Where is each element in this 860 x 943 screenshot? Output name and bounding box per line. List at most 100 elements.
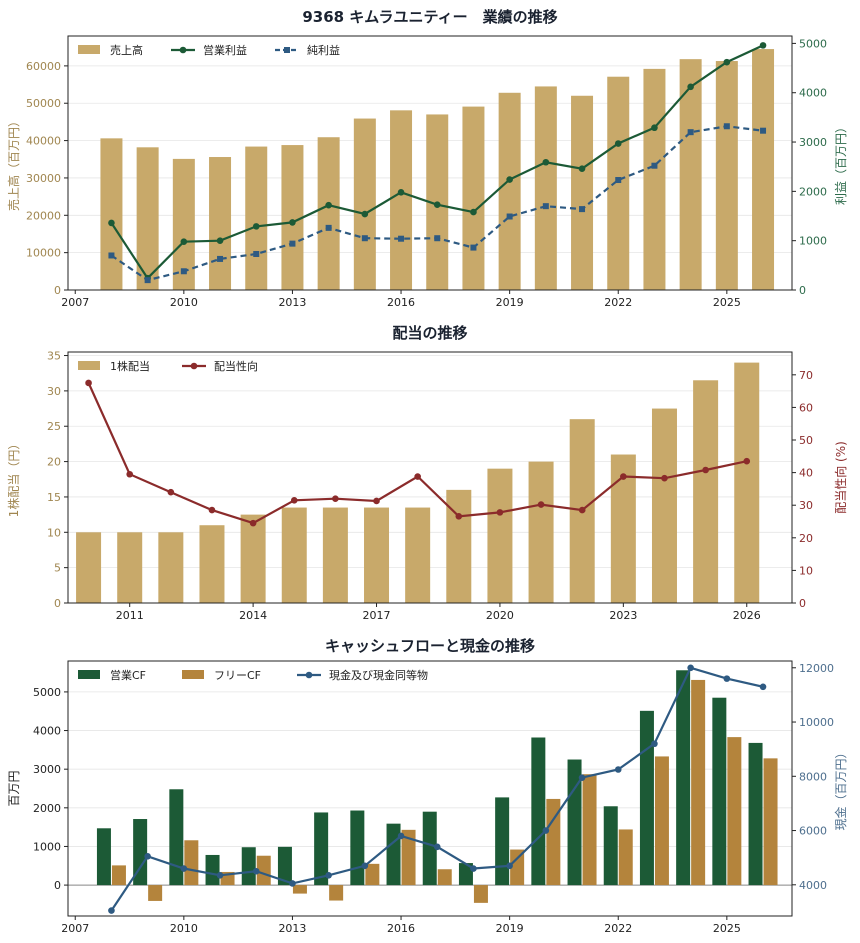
legend-entry: 売上高 [78, 43, 143, 57]
point-現金及び現金同等物-2025 [723, 675, 731, 682]
point-現金及び現金同等物-2008 [108, 907, 115, 914]
bar-営業CF-2013 [277, 846, 292, 886]
point-現金及び現金同等物-2017 [433, 843, 441, 851]
y-tick-label-right: 10 [799, 564, 813, 577]
bar-フリーCF-2017 [437, 869, 452, 886]
bar-1株配当-2025 [693, 380, 719, 603]
y-tick-label-left: 25 [47, 420, 61, 433]
point-純利益-2009 [144, 277, 151, 284]
legend-label: 1株配当 [110, 359, 150, 373]
bar-営業CF-2023 [639, 710, 654, 886]
bar-売上高-2025 [715, 61, 738, 290]
point-純利益-2024 [687, 129, 694, 136]
x-tick-label: 2011 [116, 609, 144, 622]
point-営業利益-2016 [397, 189, 405, 196]
point-配当性向-2022 [578, 506, 586, 514]
legend-entry: 営業CF [78, 668, 146, 682]
bar-営業CF-2021 [567, 759, 582, 886]
legend-swatch [182, 670, 204, 679]
point-純利益-2008 [108, 252, 115, 259]
point-現金及び現金同等物-2021 [578, 774, 586, 781]
bar-営業CF-2010 [169, 789, 184, 886]
y-tick-label-right: 5000 [799, 37, 827, 50]
y-tick-label-left: 5 [54, 562, 61, 575]
bar-フリーCF-2021 [582, 774, 597, 886]
x-tick-label: 2025 [713, 922, 741, 935]
point-現金及び現金同等物-2024 [687, 664, 694, 672]
legend-swatch [78, 45, 100, 54]
point-現金及び現金同等物-2012 [252, 867, 260, 875]
y-tick-label-right: 0 [799, 284, 806, 297]
point-営業利益-2014 [325, 201, 332, 209]
y-tick-label-left: 10 [47, 526, 61, 539]
point-純利益-2022 [615, 177, 622, 184]
bar-1株配当-2010 [76, 532, 102, 603]
bar-1株配当-2020 [487, 468, 513, 603]
point-営業利益-2011 [216, 237, 224, 244]
y-tick-label-left: 10000 [26, 247, 61, 260]
x-tick-label: 2016 [387, 922, 415, 935]
point-営業利益-2024 [687, 83, 694, 91]
y-tick-label-right: 30 [799, 499, 813, 512]
y-tick-label-right: 4000 [799, 879, 827, 892]
point-配当性向-2018 [414, 473, 421, 480]
y-tick-label-left: 0 [54, 879, 61, 892]
bar-営業CF-2026 [748, 742, 763, 886]
bar-1株配当-2014 [240, 514, 266, 603]
point-現金及び現金同等物-2019 [506, 862, 513, 870]
point-営業利益-2018 [470, 208, 477, 216]
point-営業利益-2026 [759, 42, 767, 49]
point-営業利益-2017 [433, 201, 441, 208]
y-axis-label-right: 利益（百万円） [834, 121, 848, 205]
point-純利益-2012 [253, 250, 260, 257]
x-tick-label: 2022 [604, 296, 632, 309]
y-axis-label-right: 現金（百万円） [833, 746, 848, 830]
y-tick-label-right: 40 [799, 467, 813, 480]
y-tick-label-left: 3000 [33, 763, 61, 776]
legend-entry: 配当性向 [182, 359, 258, 373]
point-純利益-2015 [361, 235, 368, 242]
point-配当性向-2021 [537, 501, 545, 508]
plot-frame [67, 35, 793, 291]
point-現金及び現金同等物-2010 [180, 865, 188, 872]
bar-フリーCF-2023 [654, 756, 669, 886]
bar-営業CF-2020 [531, 737, 546, 886]
point-現金及び現金同等物-2026 [759, 683, 767, 691]
point-営業利益-2008 [108, 219, 115, 227]
bar-売上高-2009 [136, 147, 159, 290]
x-tick-label: 2014 [239, 609, 267, 622]
bar-フリーCF-2020 [546, 798, 561, 886]
x-tick-label: 2023 [609, 609, 637, 622]
bar-1株配当-2018 [405, 507, 431, 603]
bar-売上高-2020 [534, 86, 557, 290]
series-line-配当性向 [87, 382, 748, 525]
bar-売上高-2008 [100, 138, 123, 290]
legend-label: 営業利益 [203, 43, 247, 57]
bar-1株配当-2021 [528, 461, 554, 603]
point-営業利益-2023 [651, 124, 658, 132]
point-配当性向-2024 [661, 474, 668, 482]
point-営業利益-2025 [723, 58, 731, 66]
point-純利益-2018 [470, 244, 477, 251]
y-tick-label-left: 5000 [33, 686, 61, 699]
y-tick-label-left: 4000 [33, 725, 61, 738]
bar-営業CF-2022 [603, 806, 618, 886]
bar-売上高-2015 [353, 118, 376, 290]
legend-entry: 営業利益 [171, 43, 247, 57]
y-tick-label-left: 30 [47, 385, 61, 398]
y-tick-label-right: 50 [799, 434, 813, 447]
legend-marker [305, 671, 313, 679]
point-純利益-2023 [651, 162, 658, 169]
legend-marker [284, 47, 290, 53]
point-現金及び現金同等物-2013 [289, 880, 296, 887]
point-純利益-2013 [289, 240, 296, 247]
bar-営業CF-2017 [422, 811, 437, 886]
y-tick-label-right: 20 [799, 532, 813, 545]
point-営業利益-2021 [578, 165, 586, 172]
legend-label: 配当性向 [214, 359, 258, 373]
bar-売上高-2019 [498, 92, 521, 290]
y-axis-label-right: 配当性向 (%) [833, 441, 848, 514]
y-tick-label-right: 1000 [799, 235, 827, 248]
point-現金及び現金同等物-2016 [397, 832, 405, 840]
